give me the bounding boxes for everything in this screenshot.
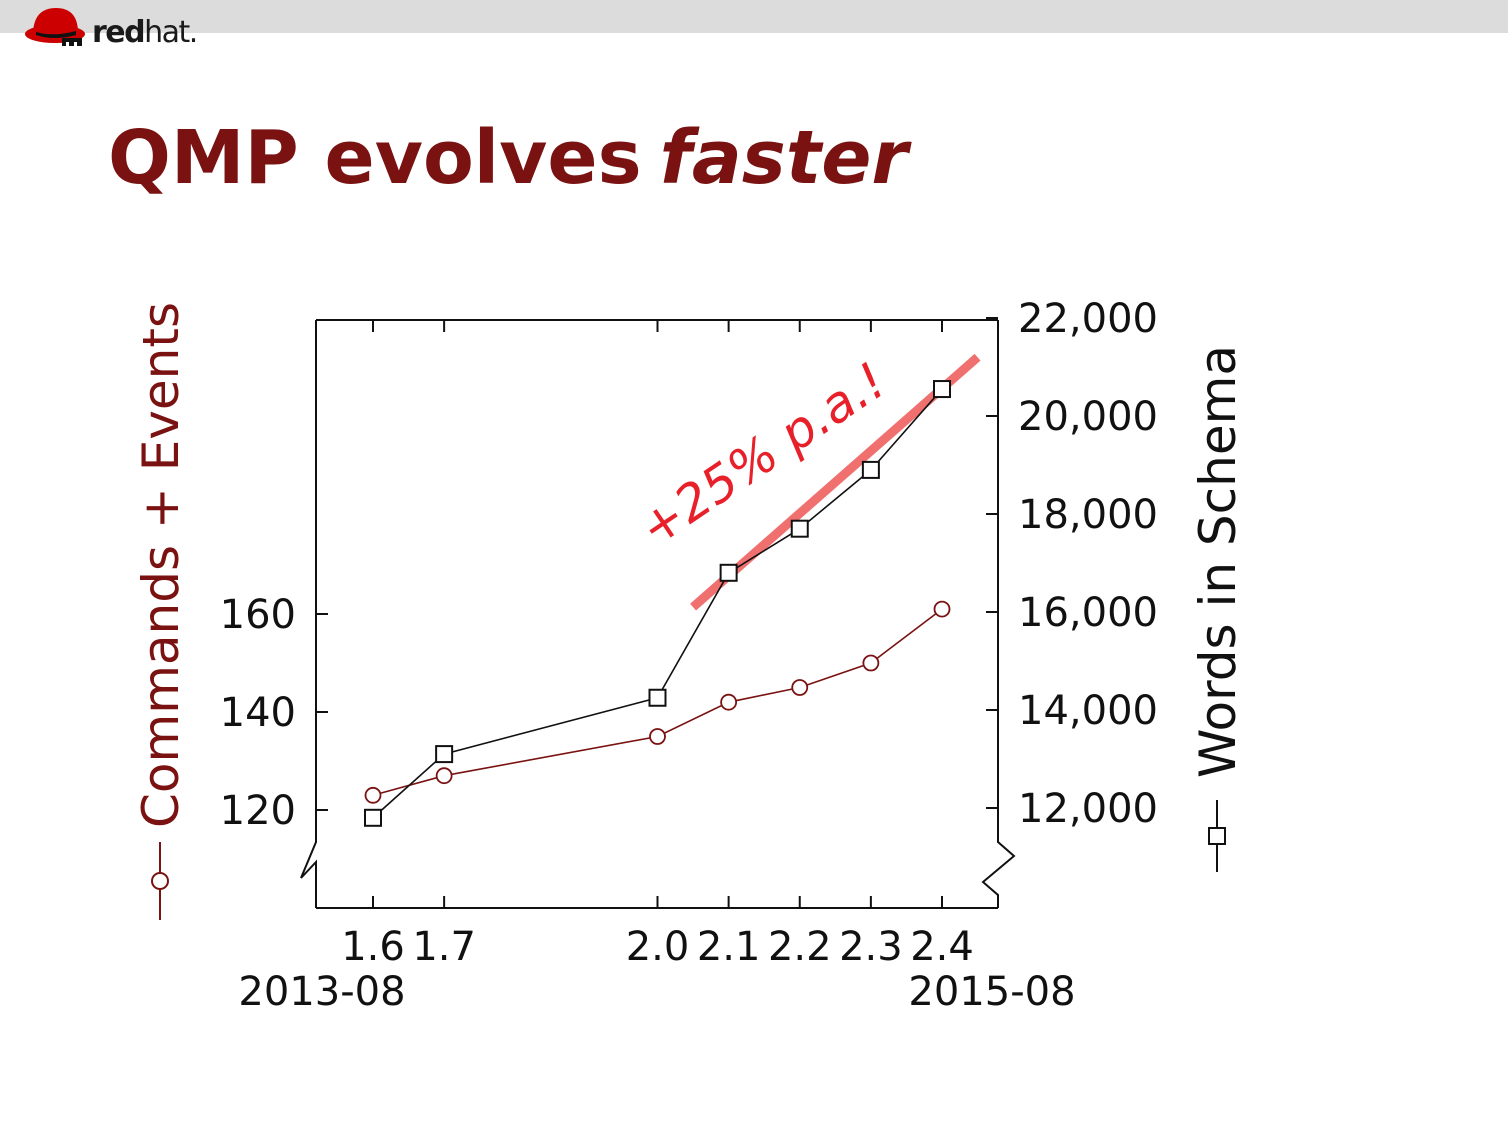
legend-marker-square	[1208, 827, 1226, 845]
data-point-square	[861, 460, 880, 479]
data-point-square	[364, 808, 382, 827]
y-right-tick-label: 20,000	[1018, 394, 1158, 440]
y-right-axis-title: Words in Schema	[1189, 345, 1247, 872]
data-point-circle	[435, 767, 453, 785]
y-right-axis-title-text: Words in Schema	[1189, 345, 1247, 778]
x-date-label-start: 2013-08	[238, 969, 405, 1015]
data-point-square	[790, 519, 809, 538]
shadowman-icon	[25, 8, 85, 46]
top-band	[0, 0, 1508, 33]
annotation-growth: +25% p.a.!	[629, 352, 896, 558]
data-point-square	[648, 688, 667, 707]
left-axis-with-break	[300, 320, 317, 908]
title-main: QMP evolves	[108, 115, 642, 201]
x-tick-label: 2.3	[839, 924, 903, 970]
y-left-axis-title: Commands + Events	[132, 302, 190, 920]
y-right-tick-label: 18,000	[1018, 492, 1158, 538]
legend-marker-circle	[151, 872, 169, 890]
y-right-tick-label: 22,000	[1018, 296, 1158, 342]
data-point-square	[435, 745, 454, 764]
y-right-tick-label: 16,000	[1018, 590, 1158, 636]
x-tick-label: 1.6	[341, 924, 405, 970]
data-point-circle	[862, 654, 880, 672]
right-axis-with-break	[981, 320, 1016, 908]
x-tick-label: 2.4	[910, 924, 974, 970]
data-point-square	[719, 563, 738, 582]
x-tick-label: 2.1	[697, 924, 761, 970]
y-left-tick-label: 160	[220, 592, 296, 638]
x-tick-label: 2.0	[626, 924, 690, 970]
y-right-tick-label: 14,000	[1018, 688, 1158, 734]
data-point-circle	[364, 786, 382, 804]
y-left-axis-title-text: Commands + Events	[132, 302, 190, 828]
title-emphasis: faster	[659, 115, 908, 201]
y-right-tick-label: 12,000	[1018, 786, 1158, 832]
data-point-circle	[791, 679, 809, 696]
series-words-line	[372, 388, 943, 819]
x-date-label-end: 2015-08	[908, 969, 1075, 1015]
x-tick-label: 2.2	[768, 924, 832, 970]
slide-title: QMP evolves faster	[108, 115, 908, 201]
data-point-circle	[720, 693, 738, 711]
brand-logo: redhat.	[24, 2, 198, 50]
data-point-circle	[649, 728, 666, 745]
y-left-tick-label: 140	[220, 690, 296, 736]
brand-wordmark: redhat.	[92, 15, 198, 50]
data-point-square	[933, 380, 951, 399]
x-tick-label: 1.7	[412, 924, 476, 970]
y-left-tick-label: 120	[220, 788, 296, 834]
data-point-circle	[933, 600, 951, 618]
